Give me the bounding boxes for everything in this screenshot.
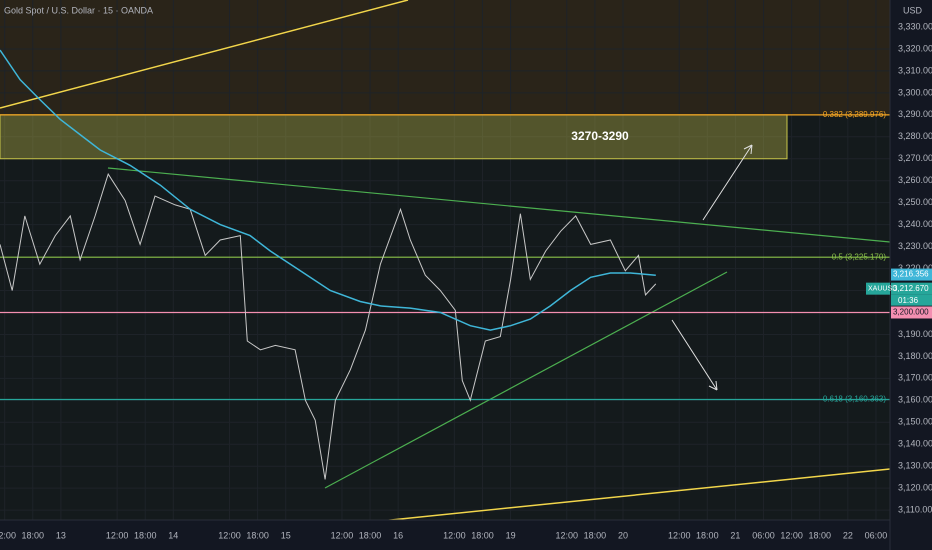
x-axis-bg (0, 520, 890, 550)
trend-line (0, 0, 409, 109)
y-tick-label: 3,130.000 (898, 461, 932, 471)
chart-title: Gold Spot / U.S. Dollar · 15 · OANDA (4, 5, 153, 15)
price-box-label: 3,216.356 (893, 270, 929, 279)
x-tick-label: 12:00 (331, 530, 354, 540)
x-tick-label: 12:00 (106, 530, 129, 540)
x-tick-label: 12:00 (780, 530, 803, 540)
y-tick-label: 3,270.000 (898, 153, 932, 163)
y-tick-label: 3,170.000 (898, 373, 932, 383)
y-tick-label: 3,180.000 (898, 351, 932, 361)
y-tick-label: 3,140.000 (898, 439, 932, 449)
y-tick-label: 3,190.000 (898, 329, 932, 339)
x-tick-label: 12:00 (218, 530, 241, 540)
arrow (702, 144, 753, 221)
x-tick-label: 20 (618, 530, 628, 540)
currency: USD (903, 5, 923, 15)
y-tick-label: 3,230.000 (898, 241, 932, 251)
x-tick-label: 18:00 (22, 530, 45, 540)
x-tick-label: 06:00 (752, 530, 775, 540)
y-tick-label: 3,300.000 (898, 87, 932, 97)
x-tick-label: 12:00 (556, 530, 579, 540)
x-tick-label: 21 (730, 530, 740, 540)
y-tick-label: 3,110.000 (898, 504, 932, 514)
x-tick-label: 18:00 (359, 530, 382, 540)
y-tick-label: 3,240.000 (898, 219, 932, 229)
symbol-box (866, 282, 890, 295)
x-tick-label: 14 (168, 530, 178, 540)
countdown-box (891, 294, 932, 306)
zone (0, 114, 788, 160)
y-tick-label: 3,160.000 (898, 395, 932, 405)
x-tick-label: 18:00 (246, 530, 269, 540)
trend-line (107, 167, 891, 243)
trend-line (324, 271, 728, 489)
x-tick-label: 18:00 (134, 530, 157, 540)
x-tick-label: 16 (393, 530, 403, 540)
y-tick-label: 3,260.000 (898, 175, 932, 185)
x-tick-label: 12:00 (668, 530, 691, 540)
x-tick-label: 12:00 (0, 530, 16, 540)
level-label: 0.5 (3,225.170) (832, 252, 887, 261)
symbol-label: XAUUSD (868, 286, 897, 293)
price-box-label: 3,200.000 (893, 308, 929, 317)
x-tick-label: 19 (506, 530, 516, 540)
countdown: 01:36 (898, 296, 919, 305)
y-tick-label: 3,120.000 (898, 483, 932, 493)
x-tick-label: 18:00 (584, 530, 607, 540)
price-box-label: 3,212.670 (893, 284, 929, 293)
y-tick-label: 3,330.000 (898, 21, 932, 31)
price-line (0, 172, 657, 480)
price-box (891, 306, 932, 319)
x-tick-label: 22 (843, 530, 853, 540)
x-tick-label: 18:00 (808, 530, 831, 540)
price-box (891, 268, 932, 281)
upper-region (0, 0, 890, 115)
level-label: 0.618 (3,160.363) (823, 395, 886, 404)
price-box (891, 282, 932, 295)
x-tick-label: 15 (281, 530, 291, 540)
x-tick-label: 06:00 (865, 530, 888, 540)
level-label: 0.382 (3,289.976) (823, 110, 886, 119)
y-tick-label: 3,290.000 (898, 109, 932, 119)
y-tick-label: 3,310.000 (898, 65, 932, 75)
y-tick-label: 3,150.000 (898, 417, 932, 427)
moving-average (0, 49, 656, 331)
zone-label: 3270-3290 (571, 129, 629, 143)
x-tick-label: 13 (56, 530, 66, 540)
x-tick-label: 18:00 (471, 530, 494, 540)
y-tick-label: 3,250.000 (898, 197, 932, 207)
y-tick-label: 3,280.000 (898, 131, 932, 141)
y-tick-label: 3,320.000 (898, 43, 932, 53)
x-tick-label: 18:00 (696, 530, 719, 540)
arrow (671, 319, 718, 391)
y-tick-label: 3,220.000 (898, 263, 932, 273)
x-tick-label: 12:00 (443, 530, 466, 540)
